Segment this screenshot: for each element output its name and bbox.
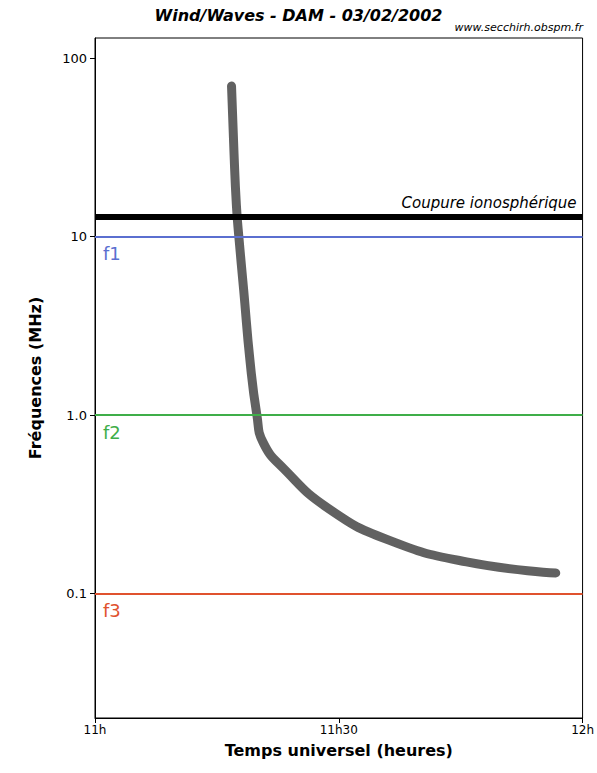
svg-text:100: 100	[62, 51, 87, 66]
svg-text:f3: f3	[103, 600, 121, 621]
svg-text:0.1: 0.1	[66, 586, 87, 601]
svg-text:Wind/Waves - DAM - 03/02/2002: Wind/Waves - DAM - 03/02/2002	[155, 6, 443, 25]
svg-text:www.secchirh.obspm.fr: www.secchirh.obspm.fr	[455, 21, 585, 34]
svg-text:Fréquences (MHz): Fréquences (MHz)	[26, 297, 45, 459]
svg-text:1.0: 1.0	[66, 408, 87, 423]
svg-text:Coupure ionosphérique: Coupure ionosphérique	[402, 194, 577, 212]
svg-text:12h: 12h	[571, 723, 594, 737]
svg-text:Temps universel (heures): Temps universel (heures)	[225, 741, 453, 760]
svg-text:f1: f1	[103, 243, 121, 264]
svg-text:11h30: 11h30	[320, 723, 358, 737]
svg-text:10: 10	[70, 229, 87, 244]
svg-text:f2: f2	[103, 422, 121, 443]
svg-text:11h: 11h	[84, 723, 107, 737]
